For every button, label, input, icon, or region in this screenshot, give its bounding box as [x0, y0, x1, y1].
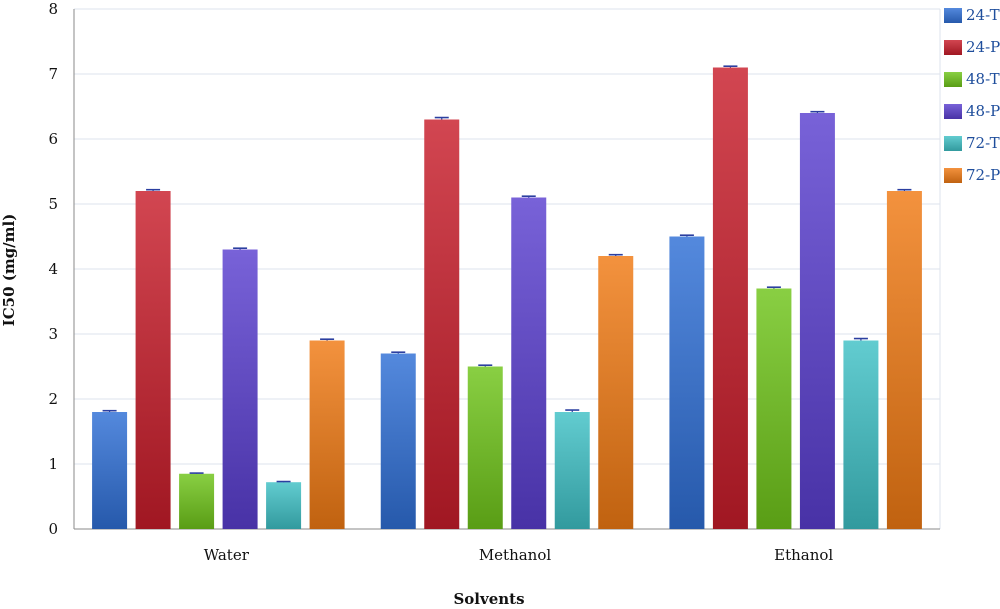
labels: IC50 (mg/ml) Solvents — [0, 214, 525, 608]
legend-swatch — [944, 168, 962, 183]
y-tick-label: 5 — [48, 195, 58, 213]
legend-label: 72-P — [966, 166, 1000, 184]
bar-24-P-Methanol — [424, 119, 460, 529]
y-tick-label: 2 — [48, 390, 58, 408]
bar-24-P-Water — [135, 191, 171, 529]
bar-48-T-Methanol — [467, 366, 503, 529]
y-tick-label: 8 — [48, 0, 58, 18]
y-tick-label: 7 — [48, 65, 58, 83]
bar-72-P-Ethanol — [886, 191, 922, 529]
x-tick-label: Ethanol — [774, 546, 833, 564]
legend-swatch — [944, 40, 962, 55]
bar-72-P-Methanol — [598, 256, 634, 529]
bar-48-P-Water — [222, 249, 258, 529]
bar-48-T-Water — [179, 473, 215, 529]
axes: 0 1 2 3 4 5 6 7 8 Water Methanol Ethanol — [48, 0, 940, 564]
bar-24-T-Ethanol — [669, 236, 705, 529]
y-tick-label: 0 — [48, 520, 58, 538]
legend-label: 48-P — [966, 102, 1000, 120]
legend-swatch — [944, 8, 962, 23]
bar-72-T-Ethanol — [843, 340, 879, 529]
legend-label: 24-T — [966, 6, 1000, 24]
y-axis-title: IC50 (mg/ml) — [0, 214, 18, 327]
legend: 24-T 24-P 48-T 48-P 72-T 72-P — [944, 6, 1000, 184]
bar-48-P-Ethanol — [799, 113, 835, 529]
x-tick-label: Methanol — [479, 546, 552, 564]
gridlines — [74, 8, 941, 529]
y-tick-label: 3 — [48, 325, 58, 343]
legend-swatch — [944, 104, 962, 119]
bar-72-P-Water — [309, 340, 345, 529]
x-tick-label: Water — [204, 546, 250, 564]
y-tick-label: 1 — [48, 455, 58, 473]
bars — [92, 65, 922, 529]
bar-24-P-Ethanol — [712, 67, 748, 529]
y-tick-label: 4 — [48, 260, 58, 278]
bar-48-T-Ethanol — [756, 288, 792, 529]
bar-72-T-Methanol — [554, 412, 590, 529]
legend-label: 24-P — [966, 38, 1000, 56]
bar-48-P-Methanol — [511, 197, 547, 529]
x-axis-title: Solvents — [453, 590, 524, 608]
legend-swatch — [944, 72, 962, 87]
legend-label: 48-T — [966, 70, 1000, 88]
legend-swatch — [944, 136, 962, 151]
legend-label: 72-T — [966, 134, 1000, 152]
bar-24-T-Water — [92, 412, 128, 529]
y-tick-label: 6 — [48, 130, 58, 148]
bar-72-T-Water — [266, 482, 302, 529]
bar-24-T-Methanol — [380, 353, 416, 529]
